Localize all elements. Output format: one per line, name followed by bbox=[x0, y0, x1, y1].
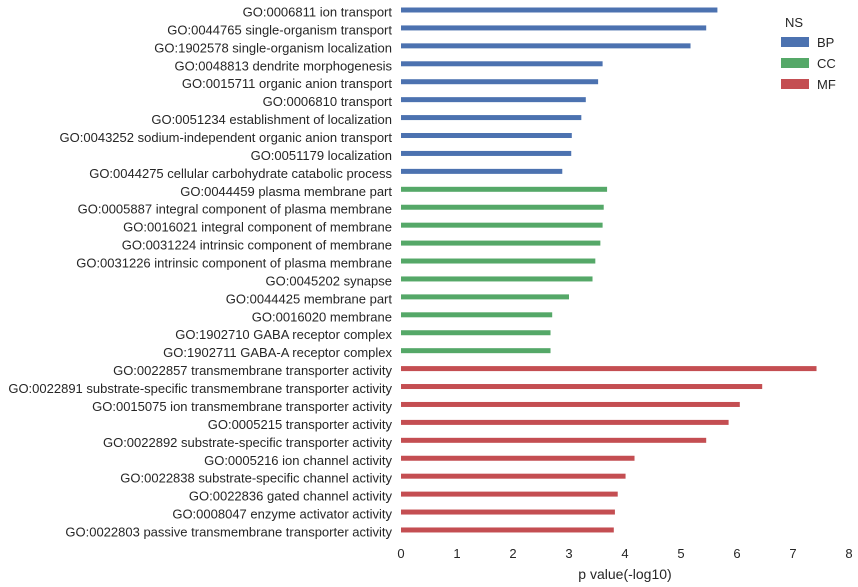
x-tick-label: 2 bbox=[509, 546, 516, 561]
legend-swatch-mf bbox=[781, 79, 809, 89]
category-label: GO:0022892 substrate-specific transporte… bbox=[103, 435, 393, 450]
bar-cc bbox=[401, 276, 593, 282]
category-label: GO:0051179 localization bbox=[251, 148, 392, 163]
category-label: GO:0006811 ion transport bbox=[243, 5, 393, 20]
x-tick-label: 4 bbox=[621, 546, 628, 561]
legend: NS BP CC MF bbox=[781, 15, 836, 92]
bar-mf bbox=[401, 366, 817, 372]
category-label: GO:0044275 cellular carbohydrate catabol… bbox=[89, 166, 392, 181]
bar-cc bbox=[401, 312, 553, 318]
bar-mf bbox=[401, 401, 740, 407]
x-tick-label: 8 bbox=[845, 546, 852, 561]
bar-bp bbox=[401, 168, 563, 174]
x-tick-label: 3 bbox=[565, 546, 572, 561]
legend-title: NS bbox=[785, 15, 803, 30]
category-label: GO:0016020 membrane bbox=[252, 309, 392, 324]
category-label: GO:0008047 enzyme activator activity bbox=[172, 507, 392, 522]
category-label: GO:0015711 organic anion transport bbox=[182, 76, 392, 91]
category-label: GO:0022836 gated channel activity bbox=[189, 489, 393, 504]
bar-cc bbox=[401, 222, 603, 228]
bar-mf bbox=[401, 491, 618, 497]
bar-cc bbox=[401, 258, 596, 264]
x-tick-label: 1 bbox=[453, 546, 460, 561]
bar-mf bbox=[401, 384, 763, 390]
category-label: GO:0015075 ion transmembrane transporter… bbox=[92, 399, 392, 414]
bar-cc bbox=[401, 186, 608, 192]
bar-cc bbox=[401, 240, 601, 246]
category-label: GO:0022838 substrate-specific channel ac… bbox=[120, 471, 392, 486]
x-axis-title: p value(-log10) bbox=[578, 566, 671, 582]
legend-label-cc: CC bbox=[817, 56, 836, 71]
bar-mf bbox=[401, 437, 707, 443]
category-label: GO:0022891 substrate-specific transmembr… bbox=[8, 381, 392, 396]
category-label: GO:0005215 transporter activity bbox=[208, 417, 393, 432]
x-tick-label: 6 bbox=[733, 546, 740, 561]
category-label: GO:0044765 single-organism transport bbox=[167, 22, 392, 37]
bar-mf bbox=[401, 527, 614, 533]
bar-cc bbox=[401, 330, 551, 336]
category-label: GO:0005216 ion channel activity bbox=[204, 453, 392, 468]
category-label: GO:0031224 intrinsic component of membra… bbox=[122, 238, 392, 253]
bar-bp bbox=[401, 7, 718, 13]
legend-label-mf: MF bbox=[817, 77, 836, 92]
category-label: GO:0016021 integral component of membran… bbox=[123, 220, 392, 235]
bar-bp bbox=[401, 150, 572, 156]
bar-cc bbox=[401, 294, 569, 300]
x-tick-label: 7 bbox=[789, 546, 796, 561]
category-label: GO:1902711 GABA-A receptor complex bbox=[163, 345, 392, 360]
category-label: GO:1902710 GABA receptor complex bbox=[175, 327, 392, 342]
bar-bp bbox=[401, 61, 603, 67]
bar-cc bbox=[401, 348, 551, 354]
bar-bp bbox=[401, 25, 707, 31]
category-label: GO:0031226 intrinsic component of plasma… bbox=[76, 256, 392, 271]
bar-bp bbox=[401, 79, 599, 85]
plot-area: GO:0006811 ion transport GO:0044765 singl… bbox=[8, 5, 817, 539]
category-label: GO:1902578 single-organism localization bbox=[154, 40, 392, 55]
category-label: GO:0044425 membrane part bbox=[226, 291, 393, 306]
category-label: GO:0051234 establishment of localization bbox=[151, 112, 392, 127]
bar-mf bbox=[401, 455, 635, 461]
bar-bp bbox=[401, 43, 691, 49]
category-label: GO:0022803 passive transmembrane transpo… bbox=[65, 524, 392, 539]
x-tick-label: 5 bbox=[677, 546, 684, 561]
x-axis: 0 1 2 3 4 5 6 7 8 bbox=[397, 546, 852, 561]
bar-cc bbox=[401, 204, 604, 210]
legend-swatch-bp bbox=[781, 37, 809, 47]
category-label: GO:0043252 sodium-independent organic an… bbox=[60, 130, 393, 145]
bar-mf bbox=[401, 509, 615, 515]
category-label: GO:0005887 integral component of plasma … bbox=[78, 202, 392, 217]
category-label: GO:0045202 synapse bbox=[266, 273, 392, 288]
x-tick-label: 0 bbox=[397, 546, 404, 561]
legend-swatch-cc bbox=[781, 58, 809, 68]
category-label: GO:0048813 dendrite morphogenesis bbox=[174, 58, 392, 73]
bar-mf bbox=[401, 419, 729, 425]
category-label: GO:0006810 transport bbox=[263, 94, 393, 109]
bar-bp bbox=[401, 133, 572, 139]
legend-label-bp: BP bbox=[817, 35, 834, 50]
bar-bp bbox=[401, 115, 582, 121]
category-label: GO:0044459 plasma membrane part bbox=[180, 184, 392, 199]
category-label: GO:0022857 transmembrane transporter act… bbox=[113, 363, 392, 378]
bar-bp bbox=[401, 97, 586, 103]
bar-mf bbox=[401, 473, 626, 479]
